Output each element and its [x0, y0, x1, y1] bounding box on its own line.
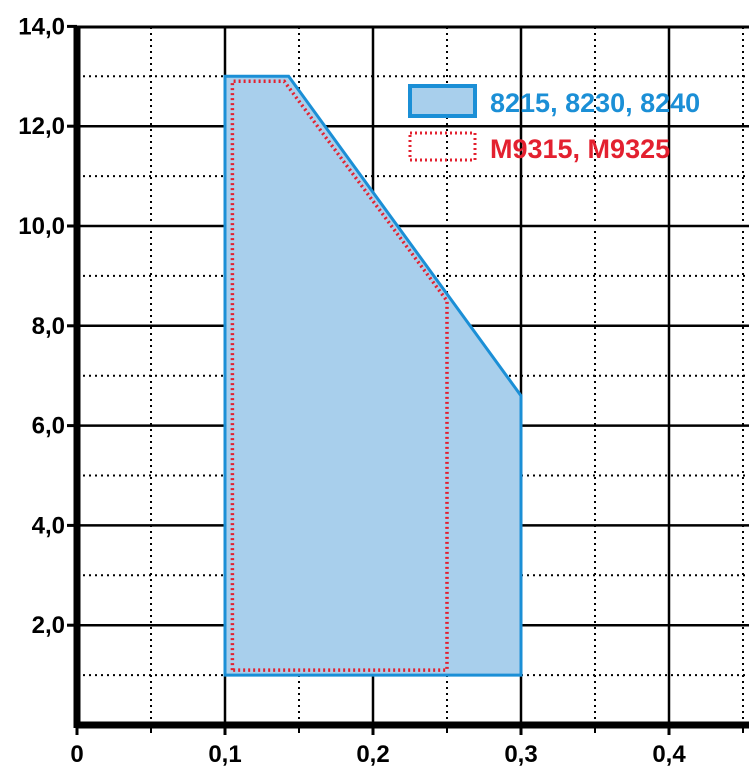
series-layer — [223, 74, 523, 677]
legend: 8215, 8230, 8240 M9315, M9325 — [408, 84, 700, 164]
x-tick-label: 0,1 — [208, 741, 241, 768]
axes — [73, 25, 749, 729]
y-tick-label: 4,0 — [32, 512, 65, 539]
series-area-0 — [223, 74, 523, 677]
series-area-1 — [230, 79, 449, 672]
legend-swatch-8215-8230-8240 — [408, 84, 477, 118]
x-tick-label: 0,2 — [356, 741, 389, 768]
legend-label-m9315-m9325: M9315, M9325 — [490, 134, 670, 164]
y-tick-label: 14,0 — [18, 13, 65, 40]
y-tick-label: 12,0 — [18, 113, 65, 140]
y-tick-label: 6,0 — [32, 413, 65, 440]
x-tick-label: 0,4 — [652, 741, 686, 768]
y-tick-label: 10,0 — [18, 213, 65, 240]
legend-label-8215-8230-8240: 8215, 8230, 8240 — [490, 88, 700, 118]
y-tick-label: 2,0 — [32, 612, 65, 639]
y-tick-label: 8,0 — [32, 313, 65, 340]
x-tick-label: 0,3 — [504, 741, 537, 768]
ticks: 0 0,1 0,2 0,3 0,4 2,0 4,0 6,0 8,0 10,0 12,0 14,0 — [18, 13, 744, 768]
legend-swatch-m9315-m9325 — [408, 131, 477, 162]
x-tick-label: 0 — [70, 741, 83, 768]
